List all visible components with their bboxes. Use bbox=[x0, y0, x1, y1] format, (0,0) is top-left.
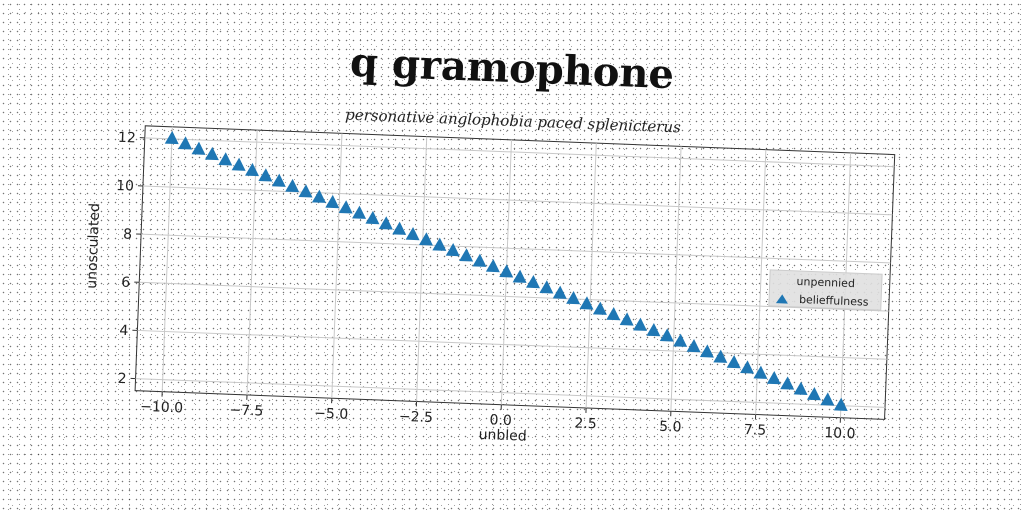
data-point-triangle bbox=[619, 312, 634, 326]
y-grid-line bbox=[144, 137, 895, 168]
data-point-triangle bbox=[418, 232, 433, 246]
data-point-triangle bbox=[793, 381, 808, 395]
axis-ticks: −10.0 −7.5 −5.0 −2.5 0.0 2.5 5.0 7.5 10.0 2 4 6 8 10 1… bbox=[116, 130, 856, 442]
y-tick-label: 8 bbox=[123, 226, 133, 242]
data-point-triangle bbox=[699, 344, 714, 358]
x-tick-label: 2.5 bbox=[574, 416, 597, 433]
data-point-triangle bbox=[445, 242, 460, 257]
plot-frame bbox=[134, 125, 896, 420]
data-point-triangle bbox=[298, 184, 313, 198]
chart-title: q gramophone bbox=[349, 39, 675, 98]
data-point-triangle bbox=[753, 365, 768, 379]
y-grid-line bbox=[142, 185, 893, 216]
data-point-triangle bbox=[833, 397, 848, 411]
x-grid-line bbox=[331, 133, 343, 399]
x-tick-label: 0.0 bbox=[489, 412, 512, 429]
data-point-triangle bbox=[459, 248, 474, 262]
y-grid-line bbox=[139, 281, 889, 312]
data-point-triangle bbox=[806, 387, 821, 401]
data-point-triangle bbox=[405, 226, 420, 241]
x-grid-line bbox=[755, 149, 767, 415]
data-point-triangle bbox=[365, 210, 380, 225]
data-point-triangle bbox=[659, 328, 674, 342]
legend-marker-icon bbox=[775, 294, 788, 304]
x-grid-line bbox=[161, 126, 173, 392]
data-point-triangle bbox=[539, 280, 554, 294]
data-point-triangle bbox=[686, 338, 701, 353]
data-point-triangle bbox=[352, 205, 367, 219]
data-point-triangle bbox=[164, 130, 179, 145]
y-grid-line bbox=[137, 329, 887, 360]
data-point-triangle bbox=[566, 290, 581, 305]
data-point-triangle bbox=[432, 237, 447, 251]
data-point-triangle bbox=[646, 322, 661, 337]
data-point-triangle bbox=[552, 285, 567, 299]
y-grid-line bbox=[135, 378, 886, 408]
x-tick-label: −2.5 bbox=[399, 409, 434, 426]
data-point-triangle bbox=[499, 264, 514, 278]
data-point-triangle bbox=[191, 141, 206, 155]
y-grid-line bbox=[141, 233, 891, 264]
x-tick-label: 10.0 bbox=[824, 425, 856, 442]
data-point-triangle bbox=[780, 376, 795, 390]
data-point-triangle bbox=[204, 146, 219, 161]
data-point-triangle bbox=[392, 221, 407, 235]
data-point-triangle bbox=[525, 274, 540, 289]
data-point-triangle bbox=[633, 317, 648, 331]
data-point-triangle bbox=[271, 173, 286, 187]
y-tick-label: 12 bbox=[118, 130, 136, 147]
data-point-triangle bbox=[285, 178, 300, 193]
x-tick-label: 5.0 bbox=[659, 419, 682, 436]
x-grid-line bbox=[585, 143, 597, 408]
x-tick-label: −10.0 bbox=[140, 399, 183, 417]
data-point-triangle bbox=[713, 349, 728, 363]
data-point-triangle bbox=[579, 296, 594, 310]
data-point-triangle bbox=[325, 194, 340, 209]
x-tick-label: 7.5 bbox=[744, 422, 767, 439]
x-tick-label: −7.5 bbox=[229, 402, 264, 419]
data-point-triangle bbox=[592, 301, 607, 315]
data-point-triangle bbox=[726, 355, 741, 369]
x-tick-label: −5.0 bbox=[314, 406, 349, 423]
data-point-triangle bbox=[472, 253, 487, 267]
y-tick-label: 2 bbox=[117, 371, 127, 387]
data-point-triangle bbox=[485, 258, 500, 273]
y-tick-label: 10 bbox=[116, 178, 134, 195]
data-point-triangle bbox=[766, 371, 781, 385]
data-point-triangle bbox=[245, 162, 260, 177]
x-axis-label: unbled bbox=[478, 427, 527, 445]
data-point-triangle bbox=[378, 216, 393, 230]
data-point-triangle bbox=[218, 152, 233, 166]
data-point-triangle bbox=[512, 269, 527, 283]
x-grid-line bbox=[416, 136, 428, 402]
data-point-triangle bbox=[258, 168, 273, 182]
legend-box bbox=[768, 269, 883, 311]
data-point-triangle bbox=[740, 360, 755, 374]
y-axis-label: unosculated bbox=[84, 203, 103, 289]
legend: unpennied belieffulness bbox=[768, 269, 883, 311]
y-tick-label: 6 bbox=[121, 275, 131, 291]
data-point-triangle bbox=[231, 157, 246, 171]
grid bbox=[135, 126, 895, 418]
data-point-triangle bbox=[178, 136, 193, 150]
chart-subtitle: personative anglophobia paced splenicter… bbox=[345, 106, 682, 137]
x-grid-line bbox=[670, 146, 682, 412]
plot-area: −10.0 −7.5 −5.0 −2.5 0.0 2.5 5.0 7.5 10.0 2 4 6 8 10 1… bbox=[84, 125, 896, 445]
data-markers bbox=[164, 130, 848, 411]
legend-series-label: belieffulness bbox=[799, 293, 869, 309]
data-point-triangle bbox=[338, 200, 353, 214]
y-tick-label: 4 bbox=[119, 323, 129, 339]
data-point-triangle bbox=[311, 189, 326, 203]
legend-title: unpennied bbox=[796, 275, 855, 290]
data-point-triangle bbox=[606, 306, 621, 321]
data-point-triangle bbox=[673, 333, 688, 347]
data-point-triangle bbox=[820, 392, 835, 406]
